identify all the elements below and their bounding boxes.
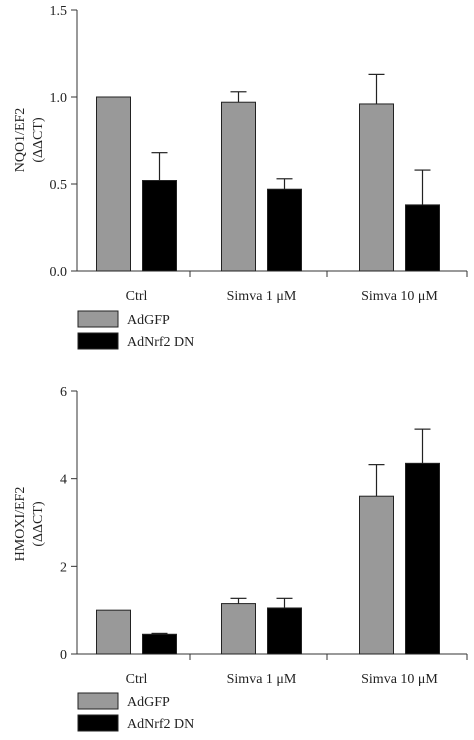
bar-adgfp bbox=[359, 103, 394, 272]
y-tick-label: 0.0 bbox=[50, 265, 68, 280]
y-tick-label: 0 bbox=[60, 648, 67, 663]
y-axis-label-line: (ΔΔCT) bbox=[31, 501, 46, 547]
bar-adgfp bbox=[96, 96, 131, 272]
bar-adgfp bbox=[221, 101, 256, 272]
bar-adnrf2-dn bbox=[405, 462, 440, 655]
x-category-label: Simva 10 μM bbox=[361, 289, 438, 304]
x-category-label: Ctrl bbox=[126, 289, 148, 304]
y-axis-label-line: (ΔΔCT) bbox=[31, 117, 46, 163]
y-tick-label: 1.5 bbox=[50, 4, 68, 19]
x-category-label: Ctrl bbox=[126, 672, 148, 687]
y-axis-label: HMOXI/EF2 (ΔΔCT) bbox=[13, 487, 46, 562]
legend-swatch bbox=[77, 692, 119, 710]
bar-adnrf2-dn bbox=[267, 607, 302, 655]
y-tick-label: 0.5 bbox=[50, 178, 68, 193]
y-tick-label: 1.0 bbox=[50, 91, 68, 106]
legend-swatch bbox=[77, 332, 119, 350]
x-category-label: Simva 1 μM bbox=[227, 672, 297, 687]
legend-label: AdGFP bbox=[127, 313, 170, 328]
x-category-label: Simva 10 μM bbox=[361, 672, 438, 687]
bar-adnrf2-dn bbox=[405, 204, 440, 272]
bar-adnrf2-dn bbox=[142, 180, 177, 272]
legend-label: AdNrf2 DN bbox=[127, 335, 194, 350]
legend-label: AdGFP bbox=[127, 695, 170, 710]
legend-swatch bbox=[77, 714, 119, 732]
bar-adnrf2-dn bbox=[142, 633, 177, 655]
y-axis-label: NQO1/EF2 (ΔΔCT) bbox=[13, 108, 46, 173]
y-tick-label: 4 bbox=[60, 473, 67, 488]
bar-adgfp bbox=[96, 609, 131, 655]
y-axis-label-line: NQO1/EF2 bbox=[13, 108, 28, 173]
y-axis-label-line: HMOXI/EF2 bbox=[13, 487, 28, 562]
legend-label: AdNrf2 DN bbox=[127, 717, 194, 732]
bar-adgfp bbox=[221, 603, 256, 655]
bar-adnrf2-dn bbox=[267, 188, 302, 272]
legend-swatch bbox=[77, 310, 119, 328]
bar-adgfp bbox=[359, 495, 394, 655]
x-category-label: Simva 1 μM bbox=[227, 289, 297, 304]
y-tick-label: 6 bbox=[60, 385, 67, 400]
y-tick-label: 2 bbox=[60, 560, 67, 575]
